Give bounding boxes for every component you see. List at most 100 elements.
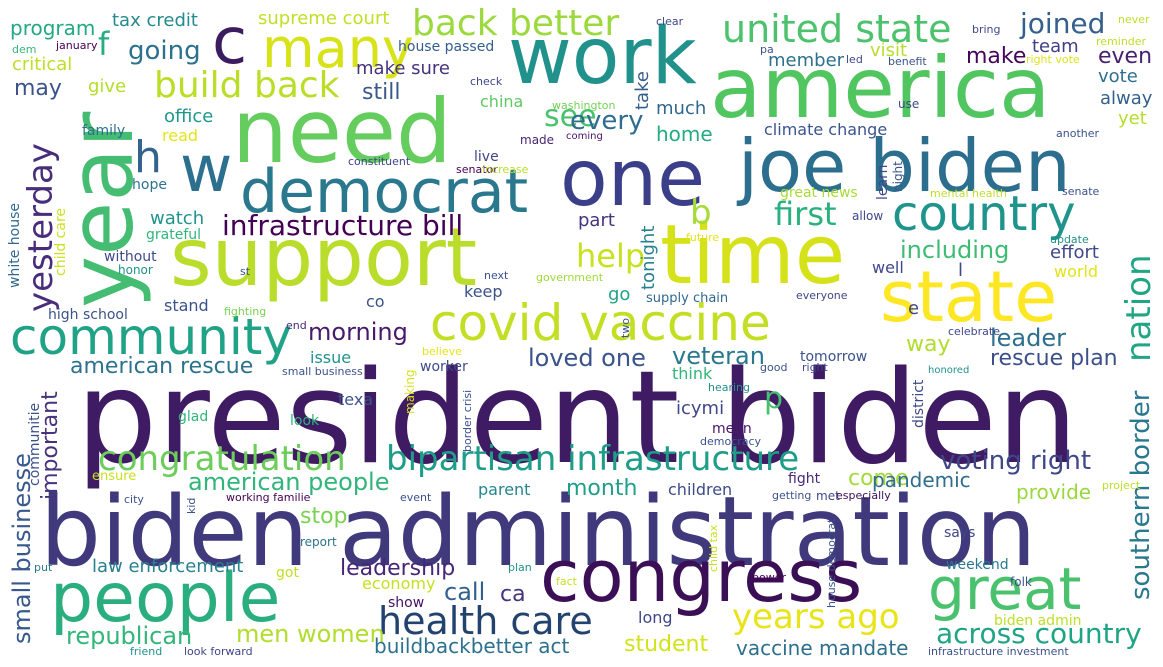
- word: washington: [552, 99, 616, 112]
- word: coming: [566, 131, 603, 142]
- word: government: [536, 271, 604, 284]
- word: republican: [66, 622, 193, 650]
- word: part: [578, 210, 615, 231]
- word: one: [560, 134, 706, 224]
- word: small business: [282, 365, 363, 378]
- word: co: [366, 292, 385, 311]
- word: check: [470, 75, 503, 88]
- word: pandemic: [872, 468, 971, 492]
- word: across country: [936, 617, 1142, 650]
- word: build back: [154, 65, 340, 106]
- word: bring: [972, 23, 1001, 36]
- word: allow: [852, 209, 884, 223]
- word: make sure: [356, 58, 451, 79]
- word: leadership: [340, 556, 456, 581]
- word: country: [892, 186, 1076, 242]
- word: joe biden: [738, 124, 1071, 208]
- word: communitie: [27, 402, 43, 486]
- word: yet: [1118, 108, 1147, 129]
- word: every: [570, 106, 644, 136]
- word: provide: [1016, 480, 1092, 504]
- word: high school: [48, 307, 128, 323]
- word: another: [1056, 127, 1100, 140]
- word: celebrate: [948, 325, 1000, 338]
- word: year: [50, 111, 153, 308]
- word: veteran: [672, 342, 765, 370]
- word: kid: [185, 497, 198, 514]
- word: tonight: [638, 225, 659, 290]
- word: making: [403, 369, 417, 414]
- word: student: [624, 632, 709, 657]
- word: give: [88, 76, 127, 97]
- word: h: [134, 132, 162, 183]
- word: house passed: [398, 39, 495, 55]
- word: never: [1118, 13, 1150, 26]
- word: good: [760, 361, 788, 374]
- word: help: [576, 237, 646, 275]
- word: constituent: [348, 155, 411, 168]
- word: member: [768, 50, 845, 71]
- word: honor: [118, 263, 153, 277]
- word: hearing: [708, 381, 751, 394]
- word: call: [444, 578, 486, 606]
- word: men women: [236, 620, 385, 648]
- word: economy: [362, 574, 436, 593]
- word: night: [891, 161, 905, 192]
- word: including: [900, 236, 1010, 264]
- word: congress: [540, 534, 863, 618]
- word: glad: [178, 409, 209, 425]
- word: infrastructure investment: [928, 645, 1069, 658]
- word: district: [911, 379, 927, 428]
- word: children: [668, 480, 733, 499]
- word: see: [544, 99, 597, 134]
- word: morning: [308, 318, 408, 346]
- word: go: [608, 284, 631, 305]
- word: use: [898, 97, 920, 111]
- word: bipartisan infrastructure: [386, 439, 800, 479]
- word: january: [56, 39, 98, 52]
- word: read: [162, 126, 199, 145]
- word: folk: [1010, 575, 1032, 589]
- word: tomorrow: [800, 349, 868, 365]
- word: keep: [464, 282, 503, 301]
- word: month: [566, 476, 638, 501]
- word: look forward: [184, 645, 253, 658]
- word: project: [1102, 479, 1141, 492]
- word: alway: [1100, 88, 1153, 109]
- word: going: [128, 36, 201, 66]
- word: may: [14, 76, 62, 101]
- word: home: [656, 122, 713, 146]
- word: st: [240, 265, 251, 278]
- word: visit: [870, 40, 908, 61]
- word: many: [262, 17, 414, 80]
- word: rescue plan: [990, 346, 1118, 371]
- word: fact: [556, 575, 577, 588]
- word: office: [164, 106, 214, 127]
- word: everyone: [796, 289, 848, 302]
- word: long: [638, 608, 673, 627]
- word: democrat: [240, 157, 529, 227]
- word: law enforcement: [92, 556, 244, 577]
- word: made: [520, 133, 555, 147]
- word: even: [1098, 44, 1153, 69]
- word: vaccine mandate: [736, 636, 909, 660]
- word: leader: [990, 324, 1067, 352]
- word: still: [362, 80, 401, 105]
- word: pa: [760, 43, 774, 56]
- word: weekend: [946, 557, 1009, 573]
- word: parent: [478, 480, 531, 499]
- word: issue: [310, 348, 352, 367]
- word: senator: [456, 163, 498, 176]
- word: right vote: [1026, 53, 1080, 66]
- word: tax credit: [112, 10, 198, 31]
- word: power: [752, 571, 786, 584]
- word: border crisi: [461, 389, 474, 452]
- word: watch: [150, 208, 205, 229]
- word: worker: [420, 359, 468, 375]
- word: covid vaccine: [430, 294, 771, 352]
- word: joined: [1020, 7, 1106, 40]
- word: learn: [875, 164, 891, 200]
- word: way: [906, 332, 951, 357]
- word: american rescue: [70, 354, 254, 379]
- word: nation: [1119, 254, 1159, 362]
